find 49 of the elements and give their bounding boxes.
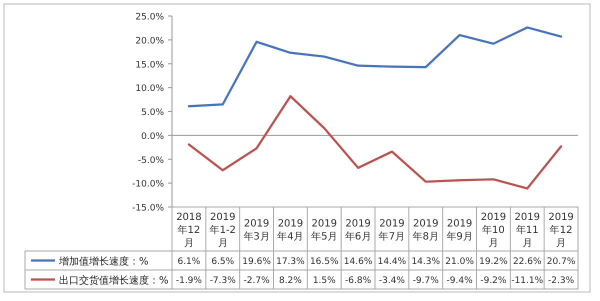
data-label: -7.3% [210, 276, 236, 286]
x-tick-label: 2019年9月 [446, 218, 473, 242]
data-label: -9.2% [480, 276, 507, 286]
y-tick-label: 20.0% [135, 36, 164, 46]
y-tick-label: 0.0% [141, 132, 164, 142]
data-label: 17.3% [276, 257, 306, 267]
data-label: 8.2% [278, 276, 302, 286]
legend-label: 出口交货值增长速度：% [59, 274, 169, 286]
data-label: -11.1% [511, 276, 544, 286]
y-tick-label: 10.0% [135, 84, 164, 94]
data-label: 21.0% [445, 257, 474, 267]
x-tick-label: 2019年1-2月 [210, 212, 236, 249]
x-tick-label: 2019年5月 [311, 218, 338, 242]
data-label: 6.5% [211, 257, 235, 267]
data-label: -3.4% [378, 276, 406, 286]
x-tick-label: 2019年6月 [344, 218, 372, 242]
data-label: -9.4% [446, 276, 474, 286]
legend-label: 增加值增长速度：% [58, 256, 149, 268]
y-tick-label: -15.0% [132, 204, 164, 214]
x-tick-label: 2019年11月 [514, 212, 540, 249]
data-label: 14.4% [378, 257, 407, 267]
data-label: 14.6% [344, 257, 373, 267]
data-label: 14.3% [411, 257, 440, 267]
data-label: -6.8% [345, 276, 372, 286]
data-label: 20.7% [546, 257, 576, 267]
x-tick-label: 2019年10月 [480, 212, 506, 249]
x-tick-label: 2019年3月 [243, 218, 270, 242]
x-tick-label: 2019年4月 [277, 218, 304, 242]
data-label: 6.1% [177, 257, 201, 267]
line-series [188, 26, 562, 108]
data-label: 16.5% [310, 257, 339, 267]
data-label: -2.7% [244, 276, 270, 286]
data-label: 22.6% [512, 257, 542, 267]
data-label: 19.2% [479, 257, 508, 267]
y-tick-label: 25.0% [135, 12, 164, 22]
y-tick-label: -10.0% [132, 180, 164, 190]
x-tick-label: 2018年12月 [176, 212, 202, 249]
data-label: -1.9% [176, 276, 202, 286]
data-label: 19.6% [242, 257, 272, 267]
x-tick-label: 2019年12月 [548, 212, 574, 249]
y-tick-label: -5.0% [138, 156, 164, 166]
x-tick-label: 2019年7月 [378, 218, 406, 242]
data-label: -2.3% [548, 276, 575, 286]
y-tick-label: 15.0% [135, 60, 164, 70]
data-label: 1.5% [312, 276, 336, 286]
line-series [188, 95, 562, 190]
y-tick-label: 5.0% [141, 108, 164, 118]
data-label: -9.7% [412, 276, 440, 286]
x-tick-label: 2019年8月 [412, 218, 439, 242]
